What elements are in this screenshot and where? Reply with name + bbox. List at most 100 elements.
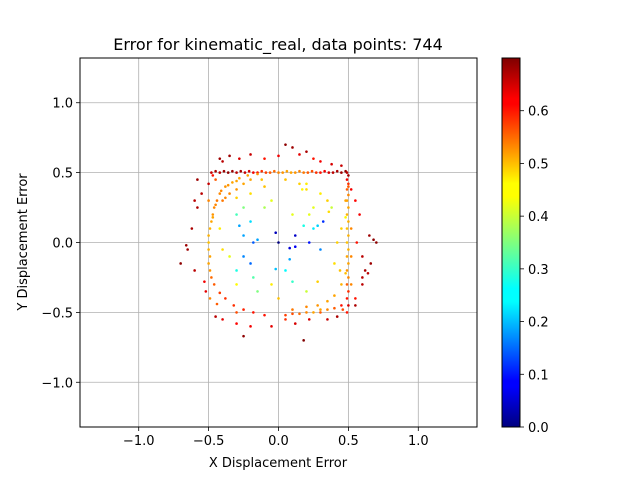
data-point <box>235 311 238 314</box>
data-point <box>327 171 331 174</box>
data-point <box>218 171 222 174</box>
x-tick-label: −0.5 <box>193 434 225 449</box>
y-tick-label: −0.5 <box>41 306 73 321</box>
data-point <box>375 241 378 244</box>
data-point <box>196 178 199 181</box>
data-point <box>235 269 238 272</box>
data-point <box>298 153 301 156</box>
data-point <box>274 267 278 271</box>
data-point <box>340 283 343 286</box>
data-point <box>349 188 353 191</box>
data-point <box>228 255 231 258</box>
data-point <box>326 199 329 202</box>
data-point <box>284 178 287 181</box>
plot-area: −1.0 −0.5 0.0 0.5 1.0 −1.0 −0.5 0.0 0.5 1.0 <box>41 57 478 449</box>
data-point <box>264 171 268 174</box>
data-point <box>345 213 349 216</box>
data-point <box>226 183 230 187</box>
data-point <box>323 169 326 173</box>
data-point <box>291 146 294 149</box>
data-point <box>208 297 212 300</box>
data-point <box>256 290 259 293</box>
data-point <box>354 297 357 300</box>
data-point <box>211 174 215 177</box>
data-point <box>333 306 336 310</box>
data-point <box>354 304 357 307</box>
data-point <box>242 308 245 311</box>
x-axis-label: X Displacement Error <box>209 456 348 471</box>
data-point <box>305 182 308 186</box>
colorbar: 0.0 0.1 0.2 0.3 0.4 0.5 0.6 <box>501 57 549 436</box>
data-point <box>319 308 322 311</box>
data-point <box>361 283 364 286</box>
data-point <box>277 297 280 300</box>
data-point <box>298 312 301 316</box>
data-point <box>344 216 347 219</box>
data-point <box>310 169 314 173</box>
data-point <box>316 304 319 307</box>
data-point <box>256 238 259 241</box>
data-point <box>210 220 213 223</box>
x-tick-label: 1.0 <box>408 434 429 449</box>
scatter-points <box>179 143 378 342</box>
data-point <box>277 241 280 244</box>
data-point <box>284 143 287 146</box>
data-point <box>232 304 236 307</box>
data-point <box>347 248 350 251</box>
data-point <box>341 308 345 311</box>
data-point <box>243 171 247 174</box>
data-point <box>260 178 264 181</box>
colorbar-ticks: 0.0 0.1 0.2 0.3 0.4 0.5 0.6 <box>520 105 549 436</box>
data-point <box>228 154 231 158</box>
data-point <box>349 255 353 258</box>
data-point <box>242 234 245 237</box>
data-point <box>252 171 255 174</box>
data-point <box>344 271 347 275</box>
data-point <box>263 313 266 317</box>
data-point <box>235 196 238 200</box>
data-point <box>291 308 294 311</box>
data-point <box>302 224 305 228</box>
colorbar-tick-label: 0.0 <box>528 421 549 436</box>
data-point <box>345 227 349 230</box>
data-point <box>335 169 339 173</box>
data-point <box>252 241 255 244</box>
data-point <box>260 169 264 173</box>
data-point <box>345 311 349 314</box>
y-tick-label: 0.0 <box>52 237 73 252</box>
data-point <box>289 171 293 174</box>
colorbar-tick-label: 0.5 <box>528 157 549 172</box>
data-point <box>316 224 319 228</box>
data-point <box>347 206 350 209</box>
x-tick-label: −1.0 <box>123 434 155 449</box>
data-point <box>300 188 304 191</box>
data-point <box>369 262 373 265</box>
data-point <box>277 154 280 158</box>
data-point <box>306 171 310 174</box>
colorbar-tick-label: 0.6 <box>528 105 549 120</box>
data-point <box>330 206 333 209</box>
data-point <box>221 160 224 163</box>
data-point <box>285 169 289 173</box>
data-point <box>291 280 294 283</box>
data-point <box>298 182 301 186</box>
data-point <box>307 318 311 321</box>
data-point <box>273 169 276 173</box>
data-point <box>207 262 210 265</box>
data-point <box>302 339 305 342</box>
data-point <box>214 203 217 207</box>
data-point <box>347 182 350 186</box>
data-point <box>340 227 343 230</box>
data-point <box>239 169 243 173</box>
data-point <box>226 171 230 174</box>
data-point <box>326 299 329 303</box>
data-point <box>252 311 255 314</box>
chart-title: Error for kinematic_real, data points: 7… <box>113 35 443 55</box>
data-point <box>312 311 315 314</box>
data-point <box>291 312 294 316</box>
data-point <box>208 255 212 258</box>
data-point <box>347 262 350 265</box>
data-point <box>284 313 287 317</box>
data-point <box>242 182 245 186</box>
data-point <box>345 171 349 174</box>
